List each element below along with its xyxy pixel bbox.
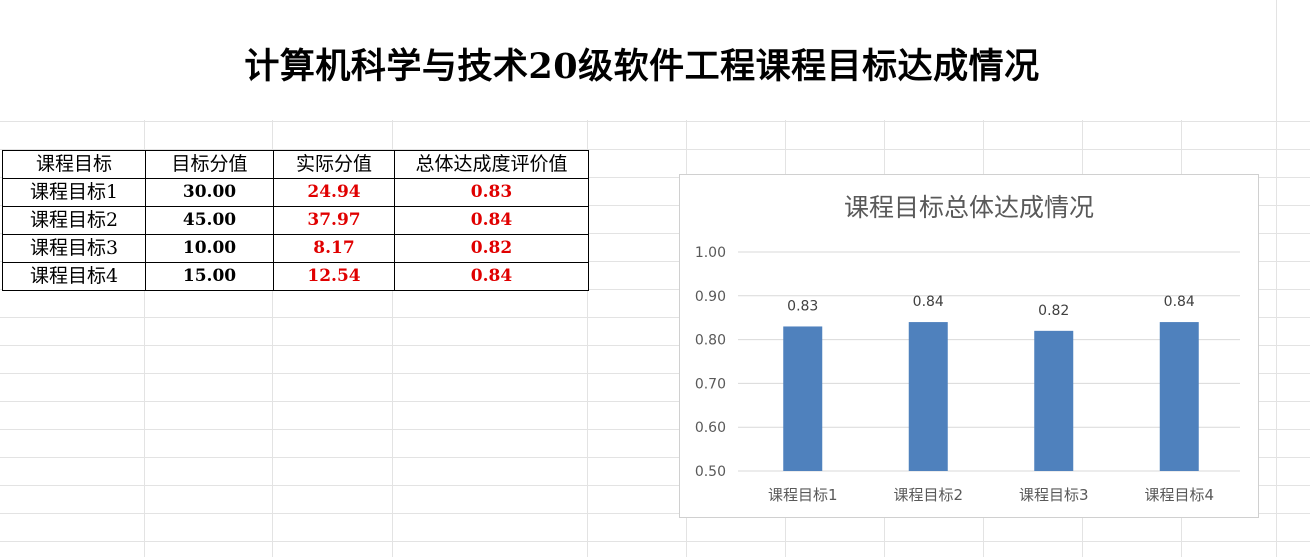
chart-bar[interactable]: [1159, 322, 1199, 471]
data-label: 0.84: [1164, 294, 1195, 310]
cell-goal[interactable]: 课程目标1: [2, 178, 146, 207]
gridline-horizontal: [0, 345, 1310, 346]
table-header-row: 课程目标 目标分值 实际分值 总体达成度评价值: [2, 150, 589, 179]
page-title[interactable]: 计算机科学与技术20级软件工程课程目标达成情况: [244, 46, 1040, 87]
gridline-horizontal: [0, 121, 1310, 122]
chart-canvas: 课程目标总体达成情况 0.50 0.60 0.70 0.80 0.90 1.00 0.83 课…: [695, 193, 1240, 504]
cell-target[interactable]: 15.00: [145, 262, 274, 291]
header-cell-target[interactable]: 目标分值: [145, 150, 274, 179]
cell-target[interactable]: 10.00: [145, 234, 274, 263]
x-tick-label: 课程目标4: [1144, 486, 1214, 504]
chart-title[interactable]: 课程目标总体达成情况: [844, 193, 1094, 222]
gridline-horizontal: [0, 149, 1310, 150]
cell-target[interactable]: 30.00: [145, 178, 274, 207]
chart-bar[interactable]: [783, 326, 823, 471]
cell-goal[interactable]: 课程目标4: [2, 262, 146, 291]
gridline-horizontal: [0, 513, 1310, 514]
gridline-horizontal: [0, 289, 1310, 290]
gridline-horizontal: [0, 457, 1310, 458]
achievement-table: 课程目标 目标分值 实际分值 总体达成度评价值 课程目标1 30.00 24.9…: [2, 150, 589, 291]
cell-achievement[interactable]: 0.84: [394, 206, 589, 235]
y-tick-label: 0.80: [695, 333, 726, 349]
gridline-horizontal: [0, 429, 1310, 430]
cell-actual[interactable]: 8.17: [273, 234, 395, 263]
x-tick-label: 课程目标2: [893, 486, 963, 504]
gridline-horizontal: [0, 205, 1310, 206]
data-label: 0.84: [913, 294, 944, 310]
table-row: 课程目标1 30.00 24.94 0.83: [2, 178, 589, 207]
header-cell-goal[interactable]: 课程目标: [2, 150, 146, 179]
gridline-horizontal: [0, 261, 1310, 262]
gridline-horizontal: [0, 177, 1310, 178]
y-tick-label: 0.90: [695, 289, 726, 305]
table-row: 课程目标4 15.00 12.54 0.84: [2, 262, 589, 291]
y-tick-label: 1.00: [695, 245, 726, 261]
y-tick-label: 0.70: [695, 376, 726, 392]
x-tick-label: 课程目标1: [768, 486, 838, 504]
header-cell-achievement[interactable]: 总体达成度评价值: [394, 150, 589, 179]
table-row: 课程目标2 45.00 37.97 0.84: [2, 206, 589, 235]
gridline-horizontal: [0, 401, 1310, 402]
y-tick-label: 0.50: [695, 464, 726, 480]
data-label: 0.82: [1038, 303, 1069, 319]
achievement-bar-chart[interactable]: 课程目标总体达成情况 0.50 0.60 0.70 0.80 0.90 1.00 0.83 课…: [679, 174, 1259, 518]
gridline-horizontal: [0, 485, 1310, 486]
gridline-horizontal: [0, 541, 1310, 542]
cell-actual[interactable]: 24.94: [273, 178, 395, 207]
cell-actual[interactable]: 37.97: [273, 206, 395, 235]
gridline-horizontal: [0, 317, 1310, 318]
x-tick-label: 课程目标3: [1019, 486, 1089, 504]
cell-target[interactable]: 45.00: [145, 206, 274, 235]
gridline-horizontal: [0, 233, 1310, 234]
cell-goal[interactable]: 课程目标3: [2, 234, 146, 263]
gridline-vertical: [1276, 0, 1277, 557]
gridline-horizontal: [0, 373, 1310, 374]
table-row: 课程目标3 10.00 8.17 0.82: [2, 234, 589, 263]
cell-achievement[interactable]: 0.82: [394, 234, 589, 263]
data-label: 0.83: [787, 298, 818, 314]
header-cell-actual[interactable]: 实际分值: [273, 150, 395, 179]
cell-goal[interactable]: 课程目标2: [2, 206, 146, 235]
cell-achievement[interactable]: 0.83: [394, 178, 589, 207]
cell-actual[interactable]: 12.54: [273, 262, 395, 291]
chart-bar[interactable]: [908, 322, 948, 471]
title-area: [0, 0, 1276, 120]
cell-achievement[interactable]: 0.84: [394, 262, 589, 291]
chart-bar[interactable]: [1034, 330, 1074, 471]
y-tick-label: 0.60: [695, 420, 726, 436]
